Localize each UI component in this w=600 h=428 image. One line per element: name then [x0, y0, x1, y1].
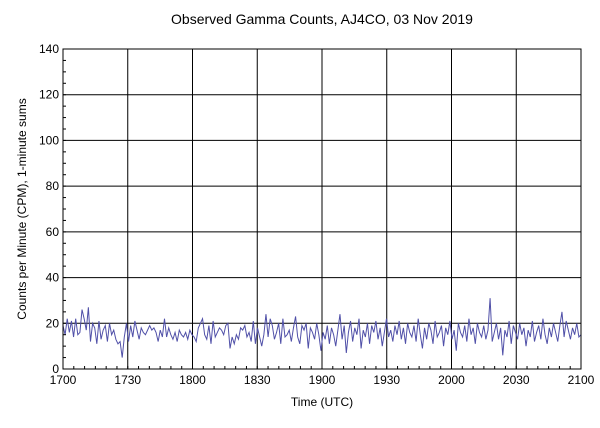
y-tick-label: 140 [39, 42, 59, 56]
y-tick-label: 20 [46, 316, 60, 330]
x-tick-label: 1700 [50, 373, 77, 387]
y-tick-label: 0 [52, 362, 59, 376]
x-axis-label: Time (UTC) [291, 395, 353, 409]
y-axis-label: Counts per Minute (CPM), 1-minute sums [15, 98, 29, 319]
x-axis: 1700 1730 1800 1830 1900 1930 2000 2030 2100 [50, 366, 595, 387]
x-tick-label: 1830 [244, 373, 271, 387]
x-tick-label: 1800 [179, 373, 206, 387]
y-tick-label: 80 [46, 179, 60, 193]
series-layer [62, 298, 582, 358]
y-tick-label: 40 [46, 271, 60, 285]
y-tick-label: 60 [46, 225, 60, 239]
y-axis: 0 20 40 60 80 100 120 140 [39, 42, 66, 376]
x-tick-label: 1730 [114, 373, 141, 387]
x-tick-label: 1930 [373, 373, 400, 387]
grid [62, 48, 582, 370]
y-tick-label: 100 [39, 133, 59, 147]
series-line [62, 298, 582, 358]
x-tick-label: 2000 [438, 373, 465, 387]
y-tick-label: 120 [39, 88, 59, 102]
x-tick-label: 2030 [503, 373, 530, 387]
chart-title: Observed Gamma Counts, AJ4CO, 03 Nov 201… [171, 11, 473, 27]
x-tick-label: 1900 [309, 373, 336, 387]
x-tick-label: 2100 [568, 373, 595, 387]
